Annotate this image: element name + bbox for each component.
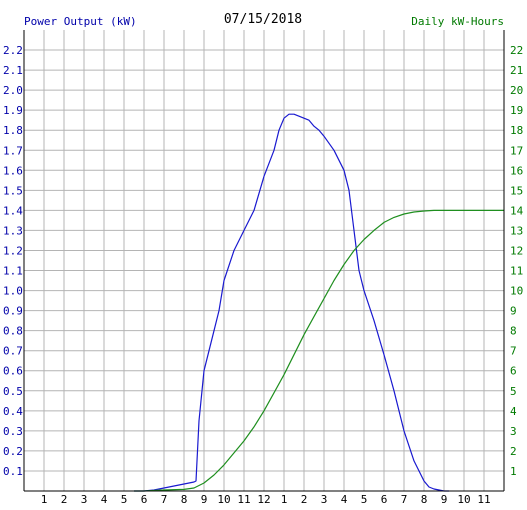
x-tick-label: 8 — [181, 493, 188, 506]
right-tick-label: 18 — [510, 124, 523, 137]
x-tick-label: 4 — [341, 493, 348, 506]
right-tick-label: 17 — [510, 144, 523, 157]
axes — [23, 30, 505, 492]
x-tick-label: 1 — [281, 493, 288, 506]
x-tick-label: 9 — [201, 493, 208, 506]
power-series-line — [134, 113, 449, 492]
left-tick-label: 1.8 — [3, 124, 23, 137]
right-tick-label: 3 — [510, 425, 517, 438]
left-tick-label: 2.2 — [3, 44, 23, 57]
x-tick-label: 2 — [61, 493, 68, 506]
right-tick-label: 11 — [510, 265, 523, 278]
left-axis-title: Power Output (kW) — [24, 15, 137, 28]
x-tick-label: 6 — [381, 493, 388, 506]
left-tick-label: 1.6 — [3, 164, 23, 177]
x-tick-label: 10 — [217, 493, 230, 506]
right-tick-label: 6 — [510, 365, 517, 378]
left-tick-label: 0.2 — [3, 445, 23, 458]
right-tick-label: 21 — [510, 64, 523, 77]
right-tick-label: 12 — [510, 244, 523, 257]
chart-date-title: 07/15/2018 — [224, 12, 302, 27]
left-tick-label: 0.7 — [3, 345, 23, 358]
left-tick-label: 2.1 — [3, 64, 23, 77]
x-tick-label: 7 — [401, 493, 408, 506]
x-tick-label: 9 — [441, 493, 448, 506]
right-axis-title: Daily kW-Hours — [411, 15, 504, 28]
left-tick-label: 1.3 — [3, 224, 23, 237]
x-tick-label: 3 — [81, 493, 88, 506]
x-tick-label: 3 — [321, 493, 328, 506]
x-tick-label: 2 — [301, 493, 308, 506]
left-tick-label: 0.1 — [3, 465, 23, 478]
right-tick-label: 1 — [510, 465, 517, 478]
right-tick-label: 4 — [510, 405, 517, 418]
right-tick-label: 10 — [510, 285, 523, 298]
x-tick-label: 11 — [237, 493, 250, 506]
left-tick-label: 0.8 — [3, 325, 23, 338]
right-tick-label: 7 — [510, 345, 517, 358]
right-tick-label: 2 — [510, 445, 517, 458]
x-tick-label: 5 — [361, 493, 368, 506]
right-tick-label: 5 — [510, 385, 517, 398]
left-tick-label: 1.0 — [3, 285, 23, 298]
left-tick-label: 0.5 — [3, 385, 23, 398]
left-tick-label: 0.4 — [3, 405, 23, 418]
left-tick-label: 1.7 — [3, 144, 23, 157]
right-tick-label: 20 — [510, 84, 523, 97]
x-tick-label: 1 — [41, 493, 48, 506]
left-tick-label: 2.0 — [3, 84, 23, 97]
left-tick-label: 1.1 — [3, 265, 23, 278]
series-layer — [134, 113, 504, 492]
x-tick-label: 11 — [477, 493, 490, 506]
x-tick-label: 12 — [257, 493, 270, 506]
x-tick-label: 10 — [457, 493, 470, 506]
x-tick-label: 8 — [421, 493, 428, 506]
right-tick-label: 13 — [510, 224, 523, 237]
x-tick-label: 5 — [121, 493, 128, 506]
right-tick-label: 9 — [510, 305, 517, 318]
left-tick-label: 1.4 — [3, 204, 23, 217]
x-tick-label: 6 — [141, 493, 148, 506]
energy-series-line — [134, 209, 504, 492]
right-tick-label: 19 — [510, 104, 523, 117]
grid — [24, 30, 504, 491]
tick-labels: 0.1 0.2 0.3 0.4 0.5 0.6 0.7 0.8 0.9 1.0 1.1 1.2 1.3 1… — [3, 44, 524, 506]
right-tick-label: 16 — [510, 164, 523, 177]
right-tick-label: 8 — [510, 325, 517, 338]
left-tick-label: 0.6 — [3, 365, 23, 378]
right-tick-label: 15 — [510, 184, 523, 197]
right-tick-label: 22 — [510, 44, 523, 57]
left-tick-label: 1.9 — [3, 104, 23, 117]
left-tick-label: 1.5 — [3, 184, 23, 197]
left-tick-label: 0.9 — [3, 305, 23, 318]
x-tick-label: 7 — [161, 493, 168, 506]
x-tick-label: 4 — [101, 493, 108, 506]
left-tick-label: 1.2 — [3, 244, 23, 257]
left-tick-label: 0.3 — [3, 425, 23, 438]
right-tick-label: 14 — [510, 204, 524, 217]
